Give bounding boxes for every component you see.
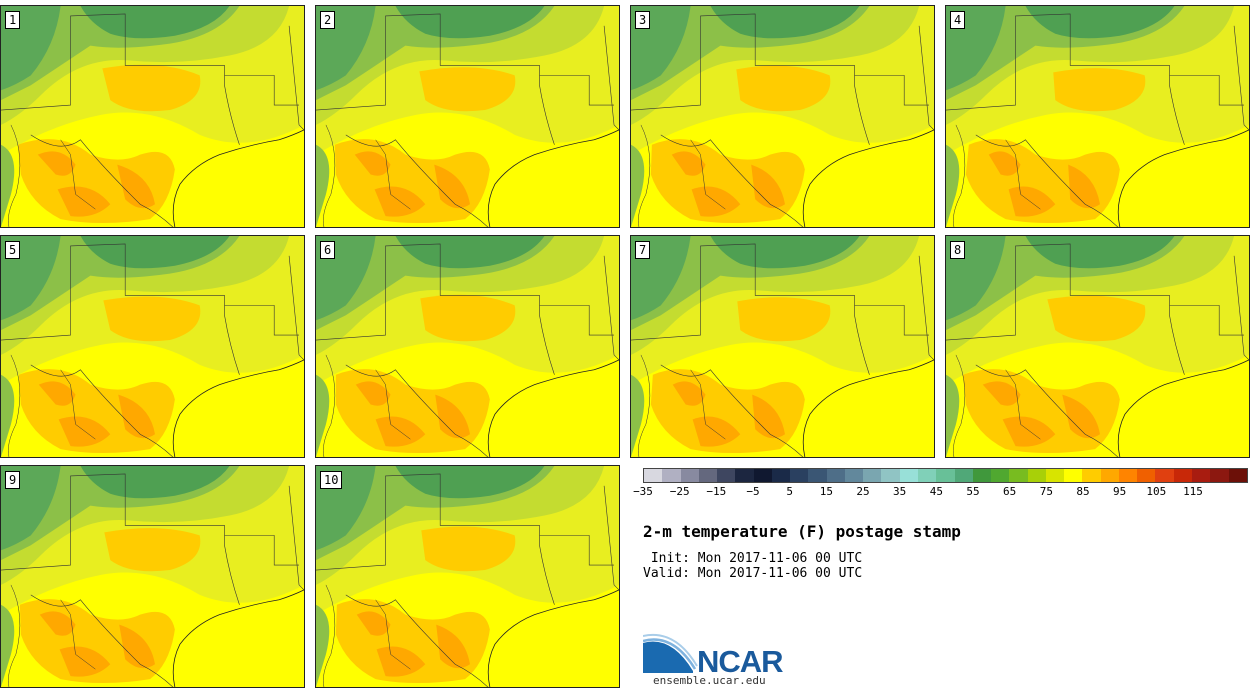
colorbar-tick: 105 [1146, 485, 1167, 498]
member-panel-1: 1 [0, 5, 305, 228]
colorbar-swatch [881, 469, 900, 482]
valid-time: Valid: Mon 2017-11-06 00 UTC [643, 566, 863, 581]
colorbar-tick: 55 [966, 485, 980, 498]
colorbar-swatch [808, 469, 827, 482]
colorbar-tick: 15 [819, 485, 833, 498]
colorbar-swatch [717, 469, 736, 482]
member-label: 7 [635, 241, 651, 259]
colorbar-swatch [826, 469, 845, 482]
member-panel-4: 4 [945, 5, 1250, 228]
colorbar-swatch [1137, 469, 1156, 482]
colorbar [643, 468, 1248, 483]
colorbar-swatch [1228, 469, 1247, 482]
colorbar-tick: −5 [746, 485, 760, 498]
colorbar-tick: 5 [786, 485, 793, 498]
colorbar-tick: −25 [669, 485, 690, 498]
colorbar-swatch [991, 469, 1010, 482]
colorbar-tick: 95 [1113, 485, 1127, 498]
colorbar-swatch [917, 469, 937, 482]
colorbar-swatch [1173, 469, 1192, 482]
colorbar-swatch [735, 469, 754, 482]
temperature-map [1, 6, 304, 227]
colorbar-swatch [1082, 469, 1101, 482]
colorbar-ticks: −35 −25 −15 −5 5 15 25 35 45 55 65 75 85 95 105 115 [633, 485, 1248, 499]
member-label: 6 [320, 241, 336, 259]
colorbar-swatch [844, 469, 864, 482]
colorbar-swatch [863, 469, 882, 482]
colorbar-swatch [680, 469, 699, 482]
colorbar-swatch [899, 469, 918, 482]
member-panel-3: 3 [630, 5, 935, 228]
colorbar-tick: 45 [929, 485, 943, 498]
member-panel-6: 6 [315, 235, 620, 458]
colorbar-swatch [790, 469, 809, 482]
temperature-map [316, 236, 619, 457]
colorbar-swatch [1155, 469, 1174, 482]
member-panel-2: 2 [315, 5, 620, 228]
temperature-map [946, 236, 1249, 457]
temperature-map [1, 236, 304, 457]
temperature-map [1, 466, 304, 687]
colorbar-swatch [1064, 469, 1083, 482]
ncar-logo-icon [643, 633, 698, 673]
member-label: 9 [5, 471, 21, 489]
member-panel-5: 5 [0, 235, 305, 458]
colorbar-swatch [1118, 469, 1138, 482]
temperature-map [631, 236, 934, 457]
colorbar-swatch [1191, 469, 1211, 482]
colorbar-swatch [954, 469, 973, 482]
colorbar-swatch [698, 469, 718, 482]
init-time: Init: Mon 2017-11-06 00 UTC [643, 551, 863, 566]
member-label: 1 [5, 11, 21, 29]
member-panel-8: 8 [945, 235, 1250, 458]
chart-title: 2-m temperature (F) postage stamp [643, 522, 961, 541]
colorbar-tick: −35 [633, 485, 653, 498]
member-label: 10 [320, 471, 343, 489]
colorbar-swatch [1027, 469, 1046, 482]
temperature-map [316, 6, 619, 227]
colorbar-tick: 115 [1183, 485, 1203, 498]
member-panel-7: 7 [630, 235, 935, 458]
colorbar-tick: 75 [1039, 485, 1053, 498]
colorbar-swatch [1009, 469, 1028, 482]
member-label: 8 [950, 241, 966, 259]
member-panel-9: 9 [0, 465, 305, 688]
colorbar-swatch [936, 469, 955, 482]
colorbar-tick: −15 [706, 485, 727, 498]
member-label: 2 [320, 11, 336, 29]
temperature-map [316, 466, 619, 687]
colorbar-tick: 85 [1076, 485, 1090, 498]
logo-text: NCAR [697, 644, 784, 679]
colorbar-swatch [771, 469, 791, 482]
colorbar-swatch [644, 469, 663, 482]
member-label: 5 [5, 241, 21, 259]
member-panel-10: 10 [315, 465, 620, 688]
temperature-map [631, 6, 934, 227]
member-label: 4 [950, 11, 966, 29]
member-label: 3 [635, 11, 651, 29]
colorbar-swatch [1100, 469, 1119, 482]
colorbar-swatch [753, 469, 772, 482]
temperature-map [946, 6, 1249, 227]
logo-url: ensemble.ucar.edu [653, 674, 766, 687]
colorbar-swatch [972, 469, 992, 482]
colorbar-swatch [662, 469, 681, 482]
colorbar-swatch [1045, 469, 1065, 482]
colorbar-swatch [1210, 469, 1229, 482]
colorbar-tick: 65 [1003, 485, 1017, 498]
colorbar-tick: 25 [856, 485, 870, 498]
colorbar-tick: 35 [893, 485, 907, 498]
